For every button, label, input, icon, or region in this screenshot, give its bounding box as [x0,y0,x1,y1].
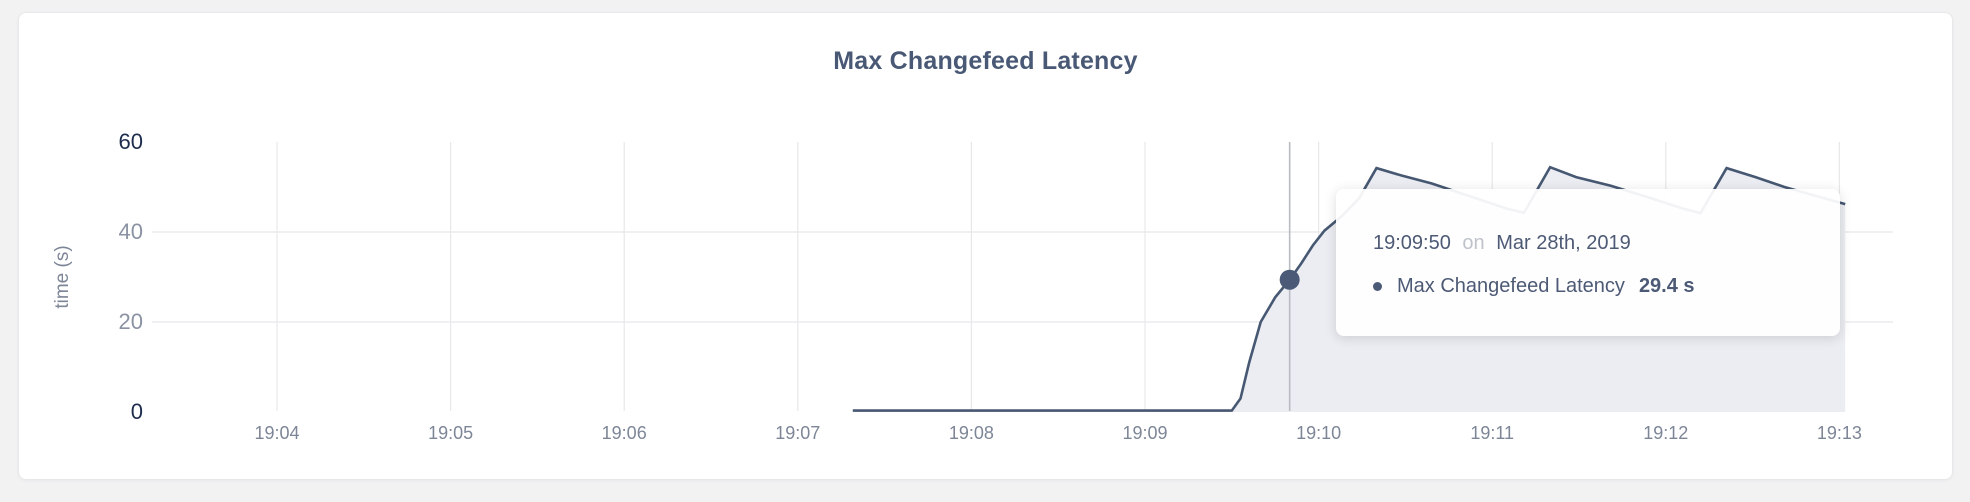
y-tick-label: 60 [118,129,143,154]
x-tick-label: 19:05 [428,423,474,443]
x-tick-label: 19:11 [1470,423,1515,443]
tooltip-timestamp: 19:09:50 on Mar 28th, 2019 [1373,232,1631,255]
x-tick-label: 19:07 [775,423,821,443]
x-tick-label: 19:04 [254,423,300,443]
x-tick-label: 19:13 [1816,423,1862,443]
tooltip-series-row: Max Changefeed Latency 29.4 s [1373,275,1695,298]
y-tick-label: 40 [118,219,143,244]
x-tick-label: 19:10 [1296,423,1342,443]
hover-point [1279,269,1300,290]
tooltip-date: Mar 28th, 2019 [1496,232,1631,254]
chart-title: Max Changefeed Latency [833,47,1138,75]
x-tick-label: 19:08 [948,423,994,443]
tooltip-on-word: on [1462,232,1485,254]
series-bullet-icon [1373,282,1382,291]
tooltip-series-label: Max Changefeed Latency [1397,275,1625,297]
y-axis-title: time (s) [52,245,73,309]
x-tick-label: 19:06 [601,423,647,443]
y-tick-label: 0 [130,399,143,424]
x-tick-label: 19:09 [1122,423,1168,443]
tooltip-series-value: 29.4 s [1638,275,1695,297]
hover-tooltip: 19:09:50 on Mar 28th, 2019 Max Changefee… [1336,189,1840,336]
y-tick-label: 20 [118,309,143,334]
x-tick-label: 19:12 [1643,423,1689,443]
tooltip-time: 19:09:50 [1373,232,1451,254]
